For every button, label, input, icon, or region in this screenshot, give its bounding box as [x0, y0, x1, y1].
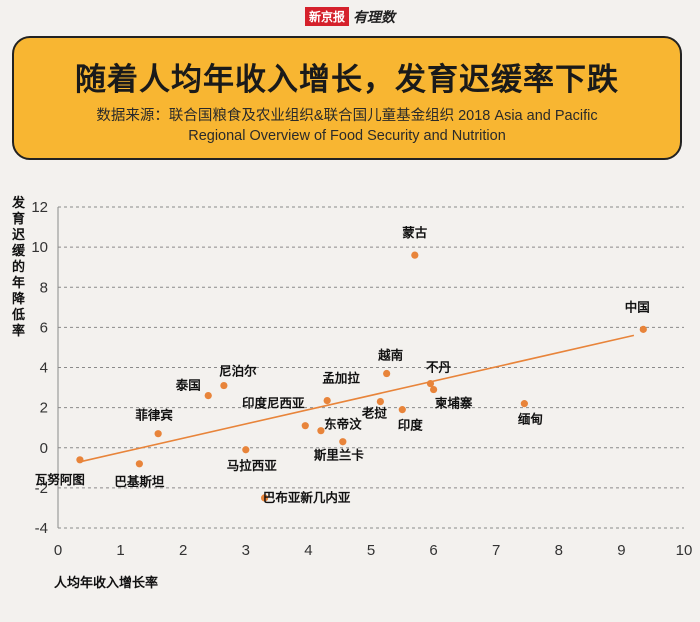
data-source-line-1: 数据来源：联合国粮食及农业组织&联合国儿童基金组织 2018 Asia and … — [96, 108, 598, 124]
y-tick-label: 2 — [40, 400, 48, 417]
x-tick-label: 2 — [179, 542, 187, 559]
data-point — [76, 456, 84, 464]
data-point — [323, 397, 331, 405]
data-point — [154, 430, 162, 438]
data-label: 柬埔寨 — [434, 396, 473, 411]
data-label: 缅甸 — [518, 412, 543, 427]
data-label: 越南 — [377, 348, 404, 363]
x-tick-label: 6 — [429, 542, 437, 559]
x-tick-label: 4 — [304, 542, 312, 559]
y-tick-label: 8 — [40, 279, 48, 296]
x-tick-label: 1 — [116, 542, 124, 559]
data-label: 马拉西亚 — [227, 458, 278, 473]
trend-line — [79, 334, 635, 463]
data-label: 菲律宾 — [135, 408, 173, 423]
y-axis-label: 发育迟缓的年降低率 — [12, 196, 26, 339]
y-tick-label: 0 — [40, 440, 48, 457]
x-tick-label: 5 — [367, 542, 375, 559]
data-label: 泰国 — [175, 378, 201, 393]
x-axis-label: 人均年收入增长率 — [54, 576, 159, 591]
y-tick-label: 4 — [40, 360, 48, 377]
y-tick-label: 12 — [31, 199, 48, 216]
data-point — [301, 422, 309, 430]
data-label: 印度 — [398, 418, 424, 433]
brand-logo-name: 新京报 — [304, 7, 349, 26]
data-label: 东帝汶 — [324, 417, 362, 432]
data-label: 巴布亚新几内亚 — [263, 490, 351, 505]
header-panel: 随着人均年收入增长，发育迟缓率下跌 数据来源：联合国粮食及农业组织&联合国儿童基… — [12, 36, 682, 160]
data-point — [520, 400, 528, 408]
data-point — [376, 398, 384, 406]
data-point — [639, 325, 647, 333]
y-tick-label: -2 — [35, 480, 48, 497]
data-point — [135, 460, 143, 468]
data-point — [398, 406, 406, 414]
chart-title: 随着人均年收入增长，发育迟缓率下跌 — [75, 62, 619, 98]
data-label: 印度尼西亚 — [242, 396, 305, 411]
data-point — [317, 427, 325, 435]
data-point — [383, 369, 391, 378]
data-label: 斯里兰卡 — [314, 448, 365, 463]
data-label: 尼泊尔 — [219, 364, 257, 379]
x-tick-label: 8 — [555, 542, 563, 559]
data-point — [204, 391, 212, 400]
x-tick-label: 9 — [617, 542, 625, 559]
data-point — [339, 438, 347, 446]
data-label: 老挝 — [361, 406, 388, 421]
data-source-line-2: Regional Overview of Food Security and N… — [188, 128, 506, 144]
brand-logo: 新京报 有理数 — [0, 6, 700, 28]
x-tick-label: 3 — [242, 542, 250, 559]
data-point — [411, 251, 419, 259]
x-tick-label: 10 — [676, 542, 693, 559]
data-point — [426, 379, 435, 388]
data-point — [220, 381, 228, 390]
y-tick-label: 6 — [40, 319, 48, 336]
data-label: 孟加拉 — [322, 371, 360, 386]
data-label: 瓦努阿图 — [35, 472, 85, 487]
data-point — [260, 494, 269, 502]
x-tick-label: 7 — [492, 542, 500, 559]
data-point — [430, 385, 438, 394]
brand-logo-sub: 有理数 — [353, 9, 395, 26]
data-label: 中国 — [625, 299, 650, 314]
data-source: 数据来源：联合国粮食及农业组织&联合国儿童基金组织 2018 Asia and … — [54, 106, 640, 146]
data-point — [242, 446, 250, 454]
x-tick-label: 0 — [54, 542, 62, 559]
data-label: 蒙古 — [402, 225, 428, 240]
data-label: 巴基斯坦 — [114, 474, 165, 489]
y-tick-label: -4 — [35, 520, 48, 537]
data-label: 不丹 — [426, 360, 452, 375]
y-tick-label: 10 — [31, 239, 48, 256]
